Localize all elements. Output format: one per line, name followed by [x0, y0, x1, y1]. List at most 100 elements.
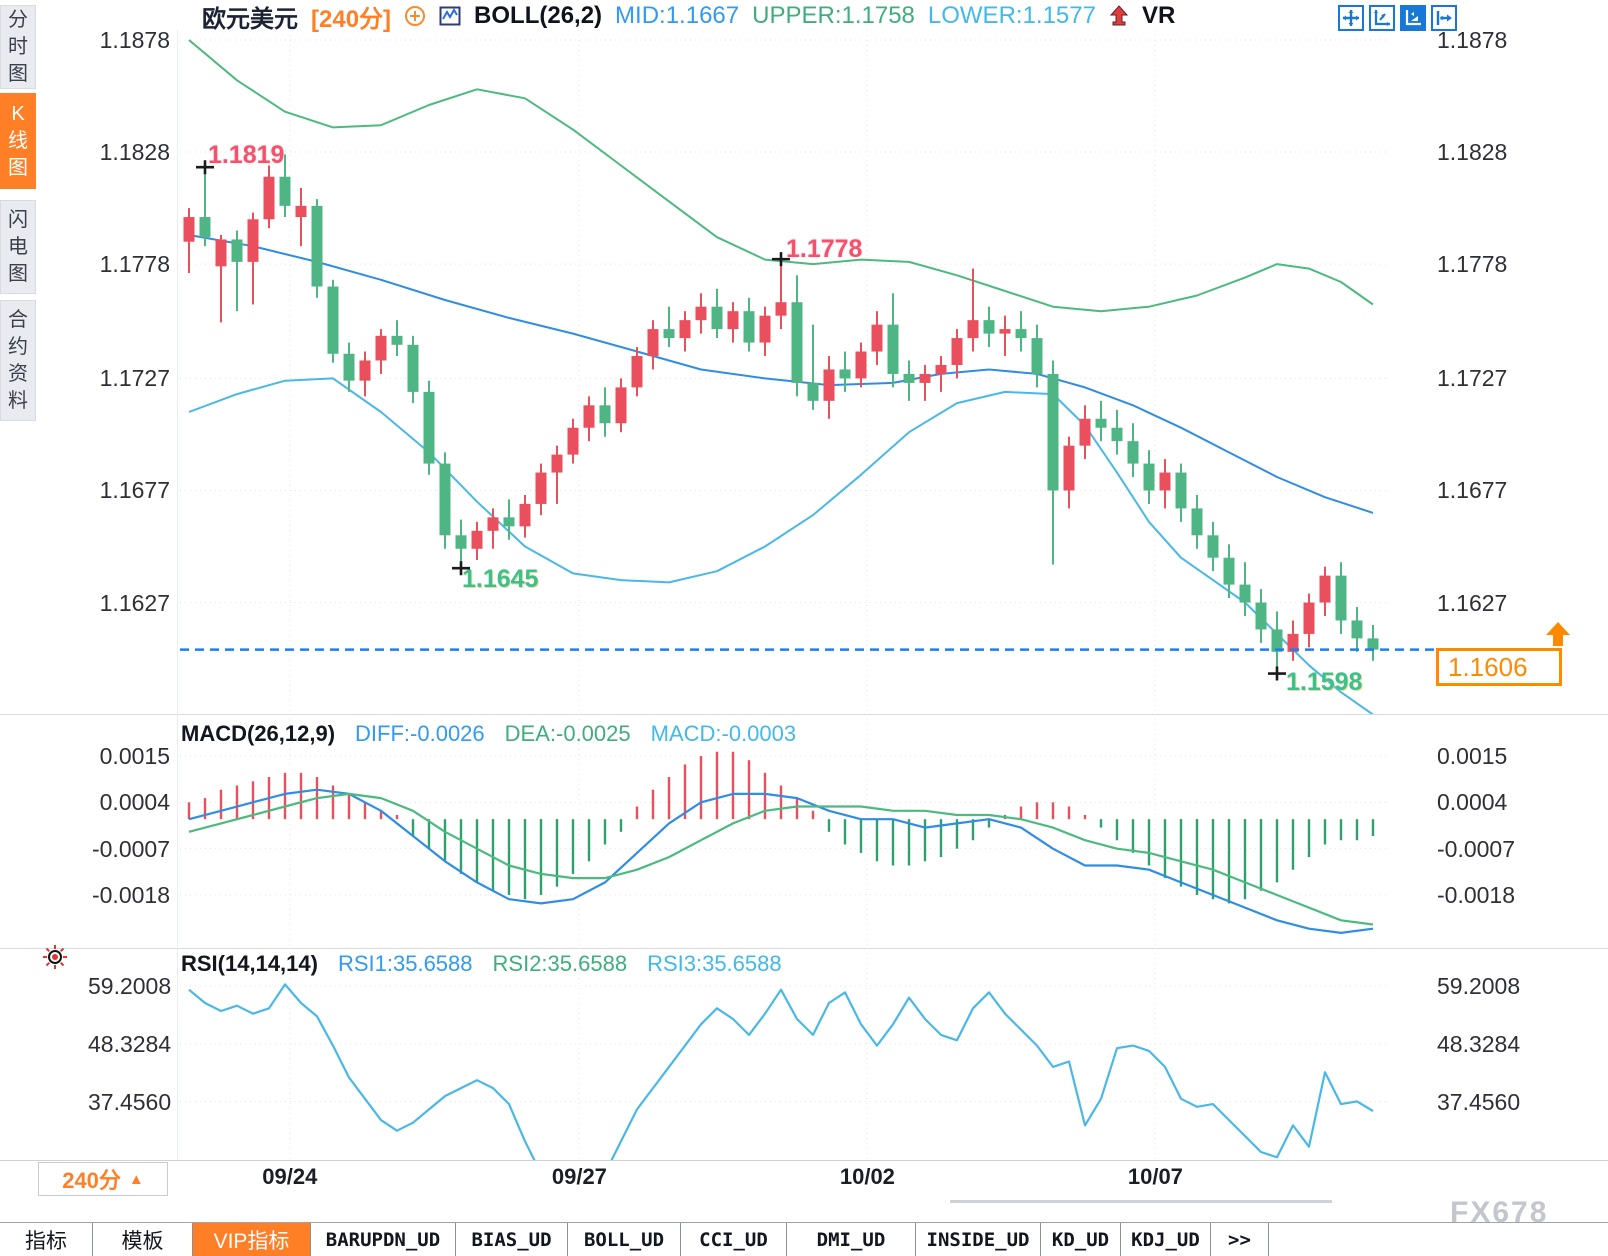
vr-indicator-label[interactable]: VR: [1141, 2, 1176, 29]
price-up-arrow-icon: [1544, 620, 1572, 653]
period-arrow-icon: ▲: [128, 1170, 144, 1188]
price-axis-label: 1.1727: [1437, 365, 1508, 392]
macd-chart-canvas[interactable]: [180, 714, 1434, 948]
plot-border: [177, 30, 178, 1160]
sidebar-tab-char: 合: [8, 308, 28, 331]
macd-axis-label: -0.0007: [91, 835, 170, 862]
boll-mid-value: MID:1.1667: [615, 2, 740, 29]
bottom-tab-KD_UD[interactable]: KD_UD: [1041, 1223, 1121, 1256]
bottom-tab-指标[interactable]: 指标: [0, 1223, 93, 1256]
macd-macd-value: MACD:-0.0003: [650, 721, 797, 746]
sidebar-tab-合约资料[interactable]: 合约资料: [0, 300, 36, 421]
up-arrow-icon[interactable]: [1109, 5, 1129, 27]
sidebar-tab-char: 约: [8, 335, 28, 358]
marked-low-label: 1.1645: [462, 565, 539, 593]
sidebar-tab-char: 闪: [8, 208, 28, 231]
date-label-09/24: 09/24: [262, 1164, 318, 1189]
price-axis-label: 1.1778: [1437, 251, 1508, 278]
macd-axis-label: 0.0015: [99, 743, 170, 769]
macd-diff-value: DIFF:-0.0026: [355, 721, 485, 746]
bottom-tab-BARUPDN_UD[interactable]: BARUPDN_UD: [311, 1223, 456, 1256]
timeframe-label[interactable]: [240分]: [311, 5, 392, 33]
swing-low-label: 1.1598: [1286, 668, 1363, 696]
sidebar-tab-char: 分: [8, 8, 28, 31]
sidebar-tab-char: 线: [8, 129, 28, 152]
date-label-09/27: 09/27: [551, 1164, 607, 1189]
chart-scrollbar[interactable]: [950, 1200, 1332, 1203]
panel-separator: [0, 948, 1608, 949]
sidebar-tab-char: 图: [8, 62, 28, 85]
macd-axis-label: -0.0018: [1437, 881, 1516, 908]
price-axis-label: 1.1627: [1437, 589, 1508, 616]
watermark: FX678: [1450, 1196, 1549, 1229]
rsi-axis-label: 59.2008: [1437, 973, 1521, 999]
boll-upper-value: UPPER:1.1758: [752, 2, 915, 29]
sidebar-tab-char: 图: [8, 156, 28, 179]
boll-lower-value: LOWER:1.1577: [927, 2, 1096, 29]
bottom-tab-DMI_UD[interactable]: DMI_UD: [787, 1223, 916, 1256]
rsi-axis-label: 37.4560: [1437, 1088, 1521, 1115]
macd-axis-label: 0.0015: [1437, 743, 1508, 769]
panel-separator: [0, 714, 1608, 715]
symbol-name: 欧元美元: [202, 5, 298, 33]
auto-scale-icon[interactable]: [1400, 5, 1426, 31]
price-chart-canvas[interactable]: [180, 30, 1434, 714]
sidebar-tab-char: 料: [8, 389, 28, 412]
kline-chart-icon: [439, 5, 461, 27]
rsi-header: RSI(14,14,14) RSI1:35.6588 RSI2:35.6588 …: [181, 951, 782, 977]
rsi-axis-label: 48.3284: [88, 1030, 172, 1057]
macd-axis-label: -0.0007: [1437, 835, 1516, 862]
rsi1-value: RSI1:35.6588: [337, 951, 473, 976]
rsi-title[interactable]: RSI(14,14,14): [181, 951, 318, 976]
price-axis-label: 1.1828: [99, 139, 170, 166]
macd-title[interactable]: MACD(26,12,9): [181, 721, 336, 746]
time-axis-border: [0, 1160, 1608, 1161]
rsi-axis-label: 59.2008: [88, 973, 172, 999]
bottom-tab-模板[interactable]: 模板: [93, 1223, 193, 1256]
price-axis-label: 1.1677: [99, 477, 170, 504]
rsi-axis-label: 37.4560: [88, 1088, 172, 1115]
bottom-tab->>[interactable]: >>: [1211, 1223, 1269, 1256]
bottom-tab-BOLL_UD[interactable]: BOLL_UD: [568, 1223, 681, 1256]
period-selector[interactable]: 240分 ▲: [38, 1162, 168, 1196]
price-axis-label: 1.1778: [99, 251, 170, 278]
price-axis-label: 1.1627: [99, 589, 170, 616]
price-axis-label: 1.1677: [1437, 477, 1508, 504]
indicator-settings-icon[interactable]: [42, 944, 68, 975]
macd-axis-label: 0.0004: [99, 789, 170, 816]
sidebar-tab-char: 图: [8, 262, 28, 285]
sidebar-tab-分时图[interactable]: 分时图: [0, 5, 36, 89]
sidebar-tab-闪电图[interactable]: 闪电图: [0, 200, 36, 294]
bottom-tab-CCI_UD[interactable]: CCI_UD: [681, 1223, 787, 1256]
rsi2-value: RSI2:35.6588: [492, 951, 628, 976]
bottom-tab-KDJ_UD[interactable]: KDJ_UD: [1121, 1223, 1211, 1256]
chart-header: 欧元美元 [240分] BOLL(26,2) MID:1.1667 UPPER:…: [202, 2, 1176, 33]
bottom-tab-VIP指标[interactable]: VIP指标: [193, 1223, 311, 1256]
sidebar-tab-char: K: [11, 102, 25, 125]
sidebar-tab-char: 时: [8, 35, 28, 58]
bottom-tab-BIAS_UD[interactable]: BIAS_UD: [456, 1223, 568, 1256]
macd-header: MACD(26,12,9) DIFF:-0.0026 DEA:-0.0025 M…: [181, 721, 796, 747]
current-price-tag: 1.1606: [1436, 648, 1562, 686]
rsi-axis-label: 48.3284: [1437, 1030, 1521, 1057]
macd-dea-value: DEA:-0.0025: [504, 721, 631, 746]
bottom-tab-INSIDE_UD[interactable]: INSIDE_UD: [916, 1223, 1041, 1256]
macd-axis-label: 0.0004: [1437, 789, 1508, 816]
pan-tool-icon[interactable]: [1338, 5, 1364, 31]
sidebar-tab-char: 资: [8, 362, 28, 385]
add-indicator-icon[interactable]: [404, 5, 426, 27]
date-label-10/07: 10/07: [1127, 1164, 1183, 1189]
price-axis-label: 1.1878: [99, 27, 170, 53]
move-pane-icon[interactable]: [1431, 5, 1457, 31]
marked-high-label: 1.1819: [208, 141, 285, 169]
rsi-chart-canvas[interactable]: [180, 948, 1434, 1160]
axis-zoom-icon[interactable]: [1369, 5, 1395, 31]
price-axis-label: 1.1828: [1437, 139, 1508, 166]
price-axis-label: 1.1878: [1437, 27, 1508, 53]
price-axis-label: 1.1727: [99, 365, 170, 392]
chart-toolbar: [1338, 5, 1457, 31]
indicator-name[interactable]: BOLL(26,2): [474, 2, 603, 29]
